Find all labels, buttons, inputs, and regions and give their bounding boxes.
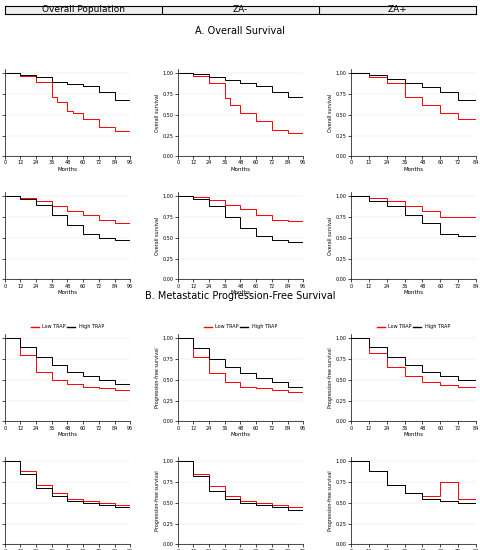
Legend: Low TRAP, High TRAP: Low TRAP, High TRAP <box>204 324 276 329</box>
Legend: Low TRAP, High TRAP: Low TRAP, High TRAP <box>31 324 104 329</box>
X-axis label: Months: Months <box>403 432 422 437</box>
Text: Overall Population: Overall Population <box>42 6 125 14</box>
X-axis label: Months: Months <box>403 290 422 295</box>
Legend: Low CD163, High CD163: Low CD163, High CD163 <box>27 201 108 206</box>
X-axis label: Months: Months <box>230 167 250 172</box>
Y-axis label: Progression-free survival: Progression-free survival <box>327 348 332 408</box>
Text: B. Metastatic Progression-Free Survival: B. Metastatic Progression-Free Survival <box>145 290 335 301</box>
Legend: Low CD163, High CD163: Low CD163, High CD163 <box>200 466 280 471</box>
Legend: Low TRAP, High TRAP: Low TRAP, High TRAP <box>376 324 449 329</box>
Y-axis label: Overall survival: Overall survival <box>327 217 332 255</box>
Text: ZA-: ZA- <box>232 6 248 14</box>
X-axis label: Months: Months <box>230 290 250 295</box>
Y-axis label: Progression-free survival: Progression-free survival <box>327 471 332 531</box>
Legend: Low CD163, High CD163: Low CD163, High CD163 <box>372 466 453 471</box>
Y-axis label: Progression-free survival: Progression-free survival <box>155 348 160 408</box>
X-axis label: Months: Months <box>58 167 77 172</box>
Legend: Low CD163, High CD163: Low CD163, High CD163 <box>372 201 453 206</box>
Legend: Low CD163, High CD163: Low CD163, High CD163 <box>200 201 280 206</box>
Y-axis label: Overall survival: Overall survival <box>155 217 160 255</box>
Text: ZA+: ZA+ <box>387 6 407 14</box>
Y-axis label: Progression-free survival: Progression-free survival <box>155 471 160 531</box>
X-axis label: Months: Months <box>58 432 77 437</box>
Legend: Low CD163, High CD163: Low CD163, High CD163 <box>27 466 108 471</box>
X-axis label: Months: Months <box>58 290 77 295</box>
X-axis label: Months: Months <box>230 432 250 437</box>
Y-axis label: Overall survival: Overall survival <box>327 94 332 132</box>
Text: A. Overall Survival: A. Overall Survival <box>195 25 285 36</box>
Y-axis label: Overall survival: Overall survival <box>155 94 160 132</box>
X-axis label: Months: Months <box>403 167 422 172</box>
